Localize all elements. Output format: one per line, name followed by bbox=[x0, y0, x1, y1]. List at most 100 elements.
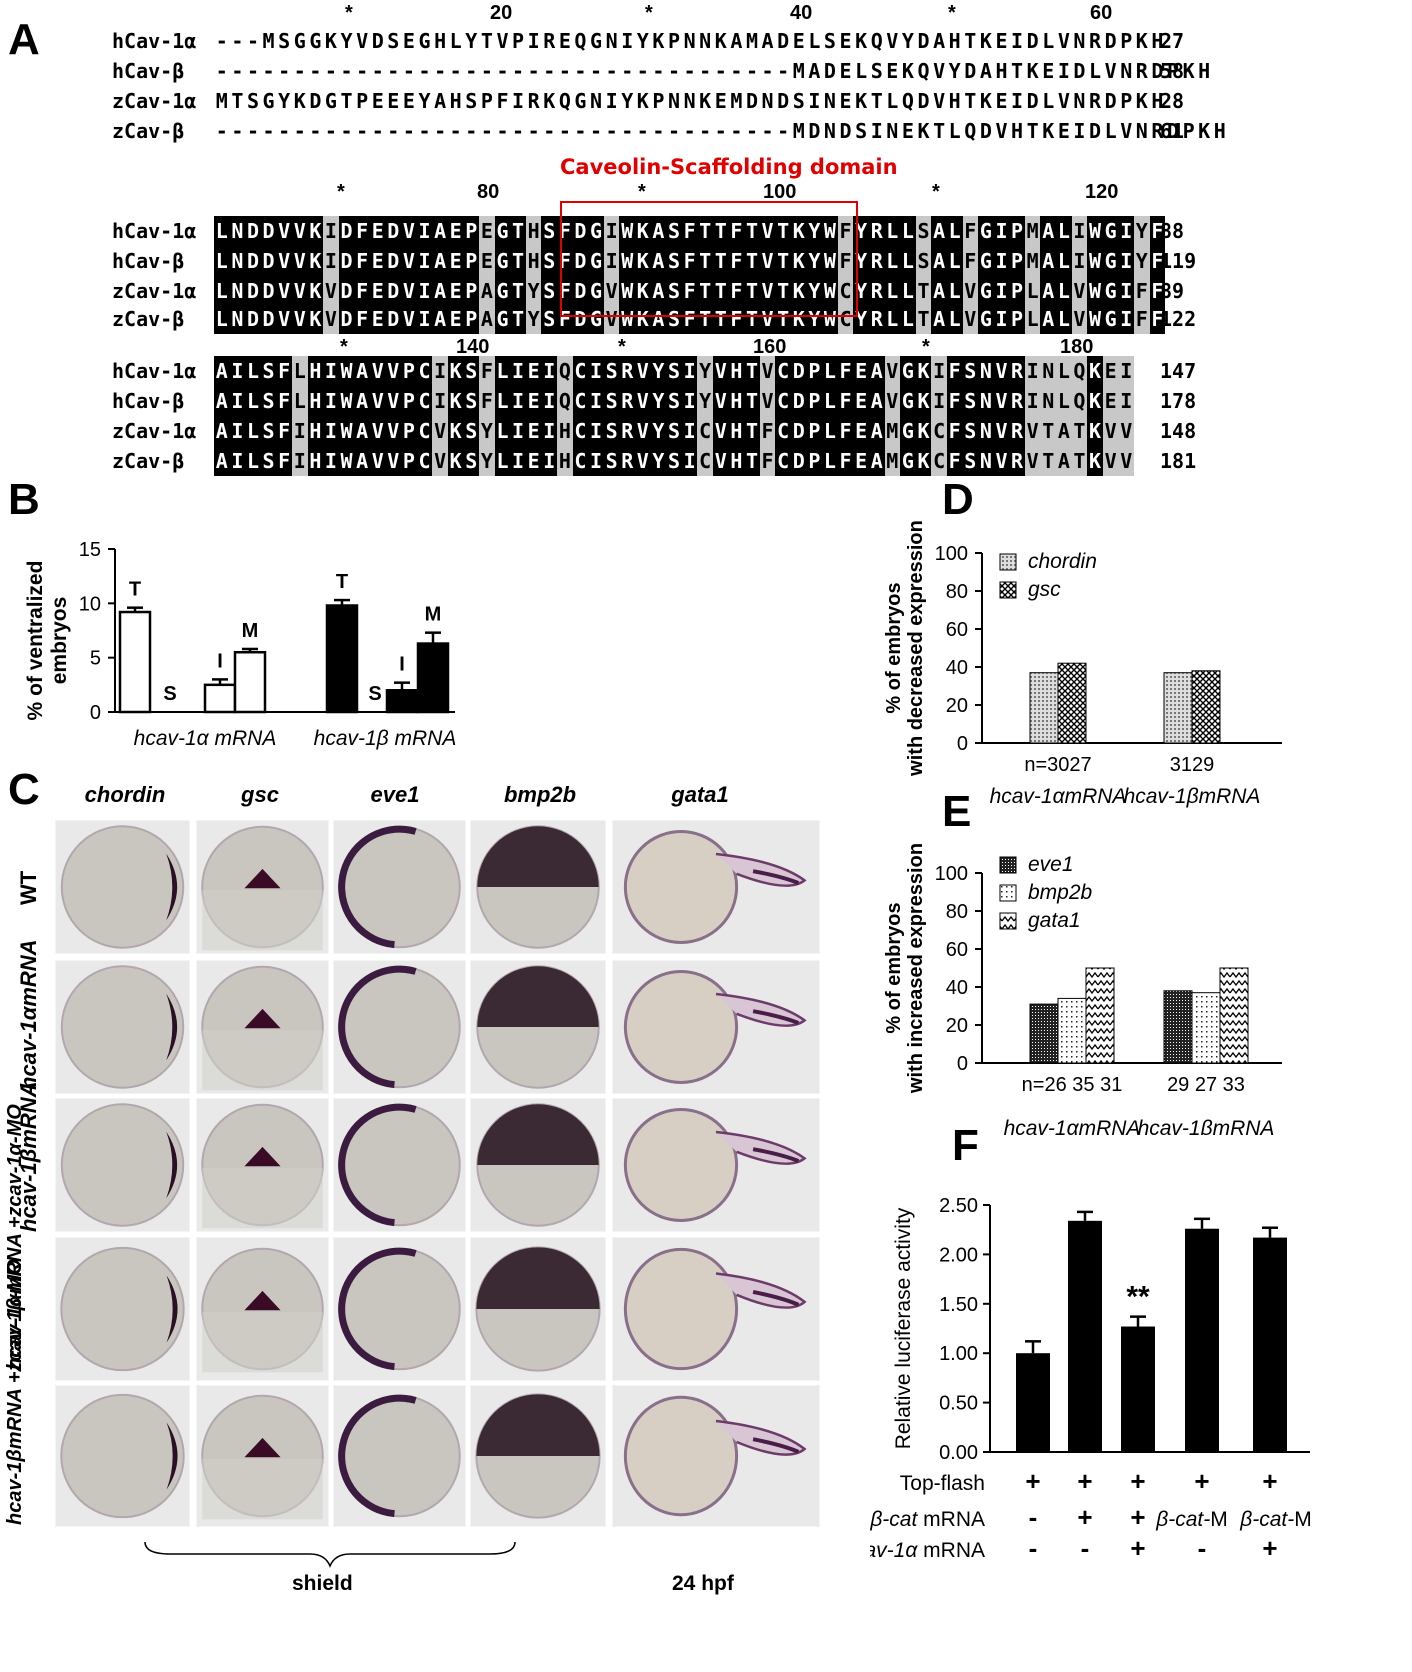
residue: L bbox=[245, 446, 261, 476]
residue: D bbox=[572, 246, 589, 276]
residue: I bbox=[588, 446, 604, 476]
residue: E bbox=[447, 216, 464, 246]
residue: T bbox=[1071, 416, 1088, 446]
residue: A bbox=[214, 446, 230, 476]
bar bbox=[1185, 1228, 1219, 1452]
embryo-image bbox=[55, 1098, 190, 1232]
residue: F bbox=[837, 446, 854, 476]
residue: V bbox=[759, 246, 776, 276]
embryo-svg bbox=[338, 1394, 461, 1518]
residue: E bbox=[886, 59, 899, 83]
residue: P bbox=[1120, 29, 1133, 53]
residue: I bbox=[1057, 59, 1070, 83]
embryo-image bbox=[470, 1098, 606, 1232]
embryo-image bbox=[196, 1237, 329, 1381]
residue: A bbox=[354, 446, 370, 476]
residue: - bbox=[215, 29, 228, 53]
residue: - bbox=[621, 59, 634, 83]
residue: C bbox=[697, 416, 713, 446]
y-axis-label: % of embryoswith increased expression bbox=[883, 843, 927, 1094]
residue: I bbox=[1118, 304, 1135, 334]
residue: L bbox=[1042, 29, 1055, 53]
alignment-seq-count: 122 bbox=[1160, 307, 1197, 331]
embryo-image bbox=[333, 1098, 466, 1232]
residue: S bbox=[465, 89, 478, 113]
residue: Y bbox=[1134, 216, 1150, 246]
bar bbox=[1057, 662, 1087, 744]
residue: F bbox=[946, 446, 963, 476]
embryo-image bbox=[612, 1237, 820, 1381]
alignment-ruler-mark: 60 bbox=[1090, 2, 1113, 24]
residue: D bbox=[572, 276, 589, 306]
residue: P bbox=[652, 89, 665, 113]
residue: L bbox=[1056, 356, 1072, 386]
residue: E bbox=[525, 446, 542, 476]
residue: G bbox=[494, 304, 511, 334]
y-tick-label: 0 bbox=[90, 702, 101, 724]
residue: Y bbox=[901, 29, 914, 53]
residue: F bbox=[1149, 216, 1166, 246]
residue: Q bbox=[901, 89, 914, 113]
residue: - bbox=[278, 119, 291, 143]
residue: L bbox=[900, 246, 916, 276]
residue: - bbox=[605, 59, 618, 83]
residue: N bbox=[229, 216, 246, 246]
residue: R bbox=[1009, 416, 1025, 446]
residue: S bbox=[387, 29, 400, 53]
residue: V bbox=[635, 446, 651, 476]
residue: - bbox=[449, 59, 462, 83]
residue: F bbox=[354, 304, 370, 334]
residue: V bbox=[401, 216, 417, 246]
residue: L bbox=[946, 276, 963, 306]
legend-swatch bbox=[999, 856, 1017, 874]
residue: - bbox=[246, 59, 259, 83]
residue: I bbox=[323, 446, 339, 476]
n-label: 3129 bbox=[1170, 754, 1215, 776]
residue: Q bbox=[1071, 356, 1088, 386]
chart-f: 0.00 0.50 1.00 1.50 2.00 2.50 Relative lucifer… bbox=[870, 1195, 1312, 1563]
residue: K bbox=[915, 386, 932, 416]
residue: T bbox=[744, 446, 760, 476]
residue: L bbox=[886, 89, 899, 113]
residue: A bbox=[354, 386, 370, 416]
residue: N bbox=[886, 119, 899, 143]
residue: L bbox=[245, 386, 261, 416]
residue: P bbox=[1009, 216, 1025, 246]
residue: K bbox=[324, 29, 337, 53]
residue: L bbox=[1089, 59, 1102, 83]
alignment-seq-name: zCav-1α bbox=[112, 419, 197, 443]
residue: E bbox=[558, 29, 571, 53]
residue: F bbox=[837, 416, 854, 446]
y-axis-label: % of embryoswith decreased expression bbox=[883, 520, 927, 777]
shield-brace bbox=[144, 1541, 516, 1568]
residue: G bbox=[978, 304, 994, 334]
residue: - bbox=[683, 119, 696, 143]
residue: H bbox=[1151, 89, 1164, 113]
residue: D bbox=[790, 416, 807, 446]
panel-label-c: C bbox=[8, 765, 40, 814]
residue: V bbox=[962, 304, 979, 334]
condition-label: β-cat mRNA bbox=[870, 1508, 985, 1531]
residue: T bbox=[1071, 446, 1088, 476]
condition-cell: + bbox=[1194, 1466, 1209, 1496]
alignment-ruler-mark: * bbox=[337, 181, 345, 203]
embryo-svg bbox=[60, 965, 185, 1089]
residue: K bbox=[635, 276, 651, 306]
alignment-seq-name: zCav-β bbox=[112, 307, 185, 331]
residue: T bbox=[744, 304, 760, 334]
residue: S bbox=[541, 216, 558, 246]
residue: S bbox=[666, 246, 682, 276]
residue: H bbox=[728, 356, 745, 386]
residue: V bbox=[276, 216, 292, 246]
residue: I bbox=[808, 89, 821, 113]
residue: L bbox=[214, 276, 230, 306]
bar bbox=[1163, 990, 1193, 1064]
residue: T bbox=[697, 246, 713, 276]
residue: I bbox=[1118, 276, 1135, 306]
residue: Y bbox=[697, 386, 713, 416]
residue: - bbox=[387, 59, 400, 83]
residue: Y bbox=[418, 89, 431, 113]
